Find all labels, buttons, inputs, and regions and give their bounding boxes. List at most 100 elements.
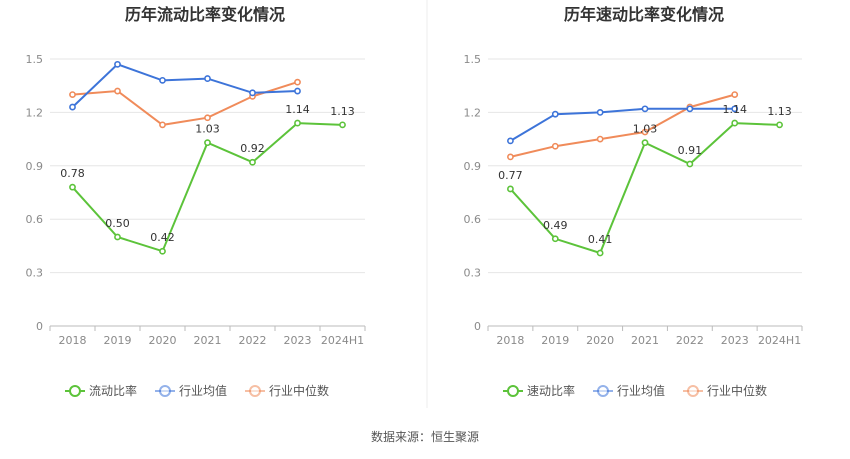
series-point bbox=[731, 91, 739, 98]
chart-title: 历年速动比率变化情况 bbox=[564, 5, 724, 24]
legend-swatch-marker bbox=[597, 385, 609, 397]
data-label: 1.03 bbox=[633, 123, 658, 136]
series-line-3 bbox=[72, 81, 298, 126]
y-tick-label: 0 bbox=[474, 320, 481, 333]
data-label: 0.41 bbox=[588, 233, 613, 246]
series-point bbox=[114, 233, 121, 241]
x-tick-label: 2019 bbox=[104, 334, 132, 347]
series-point bbox=[294, 119, 301, 127]
x-tick-label: 2021 bbox=[631, 334, 659, 347]
chart-title: 历年流动比率变化情况 bbox=[125, 5, 285, 24]
series-point bbox=[686, 105, 694, 113]
series-point bbox=[507, 185, 514, 193]
data-label: 0.91 bbox=[678, 144, 703, 157]
series-point bbox=[294, 78, 301, 86]
y-tick-label: 0.3 bbox=[464, 267, 482, 280]
series-point bbox=[641, 139, 649, 147]
legend-label: 流动比率 bbox=[89, 383, 137, 398]
chart-panel-2: 历年速动比率变化情况 0 0.3 0.6 0.9 1.2 1.5 2018 2019 2020 20… bbox=[464, 5, 803, 398]
data-label: 0.49 bbox=[543, 219, 568, 232]
legend-item-2: 行业均值 bbox=[593, 383, 665, 398]
x-tick-label: 2023 bbox=[284, 334, 312, 347]
series-point bbox=[204, 75, 211, 82]
legend-label: 行业中位数 bbox=[707, 383, 767, 398]
legend-label: 行业均值 bbox=[617, 383, 665, 398]
x-tick-label: 2023 bbox=[721, 334, 749, 347]
legend-item-3: 行业中位数 bbox=[683, 383, 767, 398]
series-point bbox=[159, 247, 166, 255]
data-source-note: 数据来源：恒生聚源 bbox=[370, 430, 479, 444]
y-tick-label: 1.2 bbox=[464, 106, 482, 119]
data-label: 0.42 bbox=[150, 231, 175, 244]
series-point bbox=[507, 153, 514, 161]
series-point bbox=[159, 76, 166, 84]
legend-label: 行业均值 bbox=[179, 383, 227, 398]
legend-swatch-marker bbox=[249, 385, 261, 397]
y-tick-label: 0 bbox=[36, 320, 43, 333]
x-tick-label: 2019 bbox=[541, 334, 569, 347]
series-point bbox=[249, 89, 256, 97]
data-label: 1.14 bbox=[722, 103, 747, 116]
x-tick-label: 2020 bbox=[586, 334, 614, 347]
series-point bbox=[69, 91, 76, 98]
series-point bbox=[596, 249, 604, 257]
y-tick-label: 0.6 bbox=[26, 213, 44, 226]
data-label: 0.92 bbox=[240, 142, 265, 155]
legend-swatch-marker bbox=[159, 385, 171, 397]
series-point bbox=[69, 103, 76, 111]
legend-item-2: 行业均值 bbox=[155, 383, 227, 398]
data-label: 1.14 bbox=[285, 103, 310, 116]
legend-item-1: 速动比率 bbox=[503, 383, 575, 398]
series-line-3 bbox=[510, 93, 735, 158]
legend-label: 速动比率 bbox=[527, 383, 575, 398]
y-tick-label: 1.5 bbox=[464, 53, 482, 66]
series-line-2 bbox=[509, 107, 735, 142]
x-tick-label: 2018 bbox=[59, 334, 87, 347]
data-label: 1.03 bbox=[195, 123, 220, 136]
series-point bbox=[159, 121, 166, 129]
series-point bbox=[339, 121, 346, 129]
series-point bbox=[204, 139, 211, 147]
y-tick-label: 0.6 bbox=[464, 213, 482, 226]
y-tick-label: 0.3 bbox=[26, 267, 44, 280]
series-point bbox=[596, 109, 604, 116]
series-point bbox=[249, 158, 256, 166]
series-point bbox=[551, 110, 559, 118]
series-line-2 bbox=[71, 63, 298, 108]
x-tick-label: 2020 bbox=[149, 334, 177, 347]
series-point bbox=[686, 160, 694, 168]
series-point bbox=[507, 137, 514, 145]
series-point bbox=[114, 60, 121, 68]
legend-label: 行业中位数 bbox=[269, 383, 329, 398]
series-point bbox=[114, 87, 121, 95]
series-point bbox=[641, 105, 649, 113]
series-point bbox=[641, 128, 649, 136]
legend-swatch-marker bbox=[507, 385, 519, 397]
data-label: 0.77 bbox=[498, 169, 523, 182]
data-label: 0.50 bbox=[105, 217, 130, 230]
x-tick-label: 2024H1 bbox=[321, 334, 364, 347]
x-tick-label: 2021 bbox=[194, 334, 222, 347]
series-point bbox=[596, 135, 604, 143]
series-point bbox=[731, 119, 739, 127]
series-point bbox=[204, 114, 211, 122]
data-label: 1.13 bbox=[330, 105, 355, 118]
data-label: 1.13 bbox=[767, 105, 792, 118]
series-point bbox=[731, 105, 739, 113]
legend-swatch-marker bbox=[69, 385, 81, 397]
y-tick-label: 1.5 bbox=[26, 53, 44, 66]
series-point bbox=[551, 142, 559, 150]
legend-item-1: 流动比率 bbox=[65, 383, 137, 398]
series-point bbox=[294, 87, 301, 95]
series-point bbox=[69, 183, 76, 191]
series-point bbox=[776, 121, 783, 129]
x-tick-label: 2024H1 bbox=[758, 334, 801, 347]
legend-swatch-marker bbox=[687, 385, 699, 397]
legend-item-3: 行业中位数 bbox=[245, 383, 329, 398]
series-point bbox=[551, 235, 559, 243]
data-label: 0.78 bbox=[60, 167, 85, 180]
chart-panel-1: 历年流动比率变化情况 0 0.3 0.6 0.9 1.2 1.5 2018 2019 2020 20… bbox=[26, 5, 366, 398]
y-tick-label: 0.9 bbox=[464, 160, 482, 173]
x-tick-label: 2018 bbox=[496, 334, 524, 347]
